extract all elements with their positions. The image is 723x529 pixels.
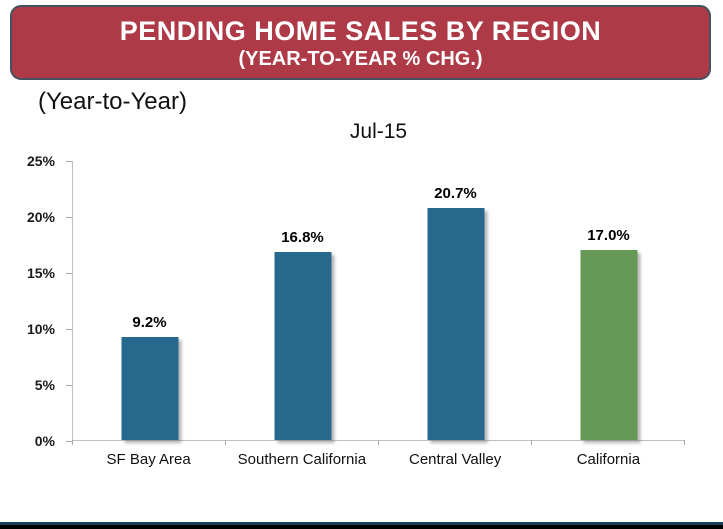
y-tick-mark [66,161,72,162]
bar-slot-southern-california: 16.8% [226,161,379,440]
header-banner: PENDING HOME SALES BY REGION (YEAR-TO-YE… [10,5,711,80]
x-tick-mark [531,440,532,445]
x-tick-mark [225,440,226,445]
bottom-rule [0,522,723,525]
y-tick-mark [66,329,72,330]
x-axis-labels: SF Bay Area Southern California Central Va… [72,451,685,468]
bar-california [580,249,637,440]
header-subtitle: (YEAR-TO-YEAR % CHG.) [238,47,483,70]
bar-value-sf-bay-area: 9.2% [132,313,167,331]
bar-slot-sf-bay-area: 9.2% [73,161,226,440]
x-tick-mark [378,440,379,445]
x-label-central-valley: Central Valley [408,451,502,468]
x-label-california: California [576,451,641,468]
bar-value-central-valley: 20.7% [434,185,477,203]
y-tick-label: 15% [26,265,55,281]
x-label-sf-bay-area: SF Bay Area [106,451,191,468]
y-tick-mark [66,385,72,386]
y-tick-label: 0% [34,433,55,449]
x-tick-mark [684,440,685,445]
year-to-year-caption: (Year-to-Year) [38,88,187,115]
y-tick-label: 10% [26,321,55,337]
bar-southern-california [274,251,331,440]
y-tick-label: 20% [26,209,55,225]
y-tick-mark [66,441,72,442]
bar-series: 9.2% 16.8% 20.7% 17.0% [73,161,685,440]
bottom-strip [0,525,723,529]
bar-value-southern-california: 16.8% [281,228,324,246]
plot-area: 9.2% 16.8% 20.7% 17.0% [72,161,685,445]
bar-slot-california: 17.0% [532,161,685,440]
bar-central-valley [427,208,484,440]
y-tick-mark [66,273,72,274]
y-tick-label: 5% [34,377,55,393]
header-title: PENDING HOME SALES BY REGION [119,15,602,46]
x-tick-mark [72,440,73,445]
bar-slot-central-valley: 20.7% [379,161,532,440]
y-tick-label: 25% [26,153,55,169]
chart-title: Jul-15 [349,120,408,143]
bar-value-california: 17.0% [587,226,630,244]
x-label-southern-california: Southern California [237,451,367,468]
y-axis: 0% 5% 10% 15% 20% 25% [0,153,72,449]
y-tick-mark [66,217,72,218]
bar-sf-bay-area [121,336,178,440]
